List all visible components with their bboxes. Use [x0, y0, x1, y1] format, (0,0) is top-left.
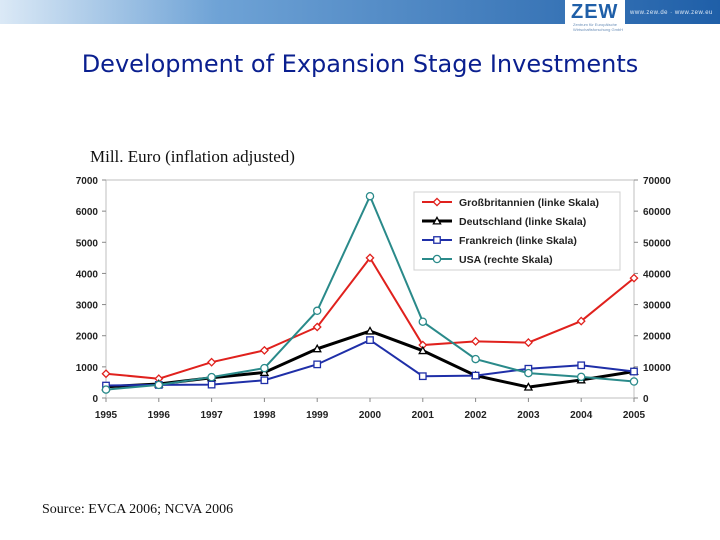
legend-marker-de — [432, 216, 442, 225]
y-right-tick-label: 0 — [643, 394, 649, 405]
x-tick-label: 1999 — [306, 410, 329, 421]
y-left-tick-label: 2000 — [76, 332, 99, 343]
data-point-de — [365, 326, 375, 335]
data-point-fr — [260, 376, 269, 385]
data-point-gb — [207, 357, 217, 367]
y-left-tick-label: 6000 — [76, 207, 99, 218]
data-point-usa — [576, 372, 586, 382]
legend-label-gb: Großbritannien (linke Skala) — [459, 197, 599, 209]
x-tick-label: 1998 — [253, 410, 276, 421]
slide-title: Development of Expansion Stage Investmen… — [81, 50, 639, 78]
x-tick-label: 1995 — [95, 410, 118, 421]
data-point-usa — [101, 385, 111, 394]
x-tick-label: 1996 — [148, 410, 171, 421]
x-tick-label: 1997 — [200, 410, 223, 421]
y-right-tick-label: 60000 — [643, 207, 671, 218]
data-point-gb — [312, 322, 322, 332]
x-tick-label: 2002 — [464, 410, 487, 421]
data-point-gb — [471, 336, 481, 346]
y-right-tick-label: 40000 — [643, 269, 671, 280]
legend-marker-fr — [433, 236, 441, 244]
y-left-tick-label: 7000 — [76, 176, 99, 187]
data-point-gb — [101, 369, 111, 379]
legend-label-de: Deutschland (linke Skala) — [459, 216, 586, 228]
data-point-usa — [260, 363, 269, 373]
data-point-de — [418, 345, 428, 355]
y-right-tick-label: 70000 — [643, 176, 671, 187]
legend-label-fr: Frankreich (linke Skala) — [459, 235, 577, 247]
y-left-tick-label: 4000 — [76, 269, 99, 280]
data-point-fr — [577, 361, 586, 370]
y-right-tick-label: 20000 — [643, 332, 671, 343]
data-point-gb — [259, 345, 269, 355]
data-point-usa — [154, 380, 164, 390]
data-point-gb — [523, 338, 533, 348]
x-tick-label: 2005 — [623, 410, 646, 421]
zew-logo: ZEW — [571, 1, 619, 23]
data-point-usa — [365, 191, 375, 201]
header-url: www.zew.de · www.zew.eu — [630, 10, 713, 16]
legend-label-usa: USA (rechte Skala) — [459, 254, 553, 266]
data-point-de — [312, 343, 322, 353]
data-point-gb — [629, 273, 639, 283]
x-tick-label: 2000 — [359, 410, 382, 421]
data-point-gb — [576, 316, 586, 326]
source-note: Source: EVCA 2006; NCVA 2006 — [42, 502, 234, 517]
unit-label: Mill. Euro (inflation adjusted) — [90, 147, 295, 166]
data-point-fr — [366, 336, 374, 344]
y-right-tick-label: 10000 — [643, 363, 671, 374]
data-point-usa — [418, 317, 428, 326]
data-point-de — [523, 382, 534, 391]
y-right-tick-label: 50000 — [643, 238, 671, 249]
data-point-usa — [629, 377, 639, 386]
data-point-fr — [418, 372, 427, 381]
x-tick-label: 2003 — [517, 410, 540, 421]
x-tick-label: 2001 — [412, 410, 435, 421]
data-point-fr — [313, 360, 322, 369]
data-point-fr — [471, 371, 480, 380]
data-point-fr — [630, 367, 638, 376]
y-right-tick-label: 30000 — [643, 301, 671, 312]
logo-background — [565, 0, 625, 32]
data-point-gb — [365, 253, 375, 263]
data-point-usa — [471, 354, 480, 364]
legend-box — [413, 191, 621, 271]
data-point-usa — [312, 306, 322, 316]
y-left-tick-label: 3000 — [76, 301, 99, 312]
data-point-fr — [207, 380, 216, 389]
data-point-usa — [207, 372, 216, 382]
y-left-tick-label: 1000 — [76, 363, 99, 374]
legend-marker-gb — [432, 197, 442, 207]
x-tick-label: 2004 — [570, 410, 593, 421]
data-point-usa — [524, 368, 533, 378]
y-left-tick-label: 0 — [92, 394, 98, 405]
legend-marker-usa — [432, 254, 442, 264]
logo-subtitle: Zentrum für Europäische Wirtschaftsforsc… — [573, 22, 624, 32]
y-left-tick-label: 5000 — [76, 238, 99, 249]
